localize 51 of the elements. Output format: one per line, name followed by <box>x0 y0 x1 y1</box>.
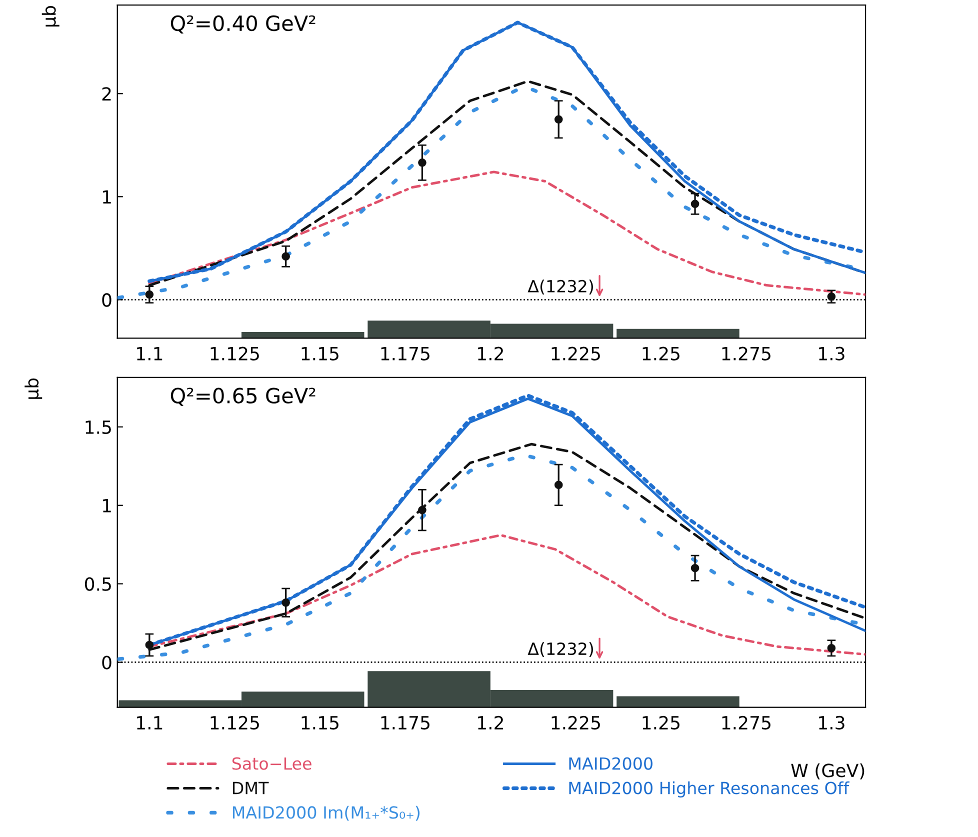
legend-label: MAID2000 Im(M₁₊*S₀₊) <box>232 806 420 821</box>
x-tick-label: 1.1 <box>137 347 162 360</box>
point <box>554 115 563 124</box>
x-tick-label: 1.275 <box>722 716 770 730</box>
annotation: Q²=0.40 GeV² <box>170 15 316 34</box>
y-tick-label: 1 <box>102 190 111 204</box>
y-tick-label: 0.5 <box>84 577 111 591</box>
annotation: Δ(1232) <box>528 280 593 294</box>
x-tick-label: 1.2 <box>478 716 503 730</box>
point <box>418 506 426 514</box>
point <box>145 640 154 650</box>
x-tick-label: 1.3 <box>819 346 844 360</box>
legend-label: DMT <box>232 782 269 794</box>
x-tick-label: 1.125 <box>210 716 259 730</box>
point <box>418 158 426 167</box>
x-tick-label: 1.125 <box>210 346 259 360</box>
legend-label: MAID2000 <box>569 757 652 770</box>
point <box>282 598 290 607</box>
x-tick-label: 1.175 <box>381 716 430 730</box>
y-axis-title: μb <box>24 378 42 399</box>
point <box>827 644 836 652</box>
x-tick-label: 1.15 <box>302 716 338 730</box>
bar <box>616 696 740 708</box>
y-axis-title: μb <box>42 6 60 26</box>
y-tick-label: 0 <box>102 656 112 670</box>
x-tick-label: 1.25 <box>642 346 680 360</box>
y-tick-label: 1 <box>102 499 111 512</box>
point <box>554 480 563 490</box>
line-series <box>148 170 866 296</box>
legend-label: Sato−Lee <box>232 757 312 770</box>
x-tick-label: 1.15 <box>302 347 338 360</box>
x-axis-title: W (GeV) <box>791 763 864 780</box>
point <box>827 292 836 301</box>
point <box>690 564 700 572</box>
legend-label: MAID2000 Higher Resonances Off <box>569 781 850 798</box>
point <box>282 252 290 261</box>
x-tick-label: 1.3 <box>819 716 844 730</box>
point <box>145 290 154 299</box>
point <box>690 200 700 208</box>
x-tick-label: 1.175 <box>381 347 430 360</box>
x-tick-label: 1.2 <box>478 346 503 360</box>
x-tick-label: 1.1 <box>137 716 162 730</box>
annotation: Q²=0.65 GeV² <box>170 388 316 406</box>
x-tick-label: 1.225 <box>552 716 600 730</box>
x-tick-label: 1.225 <box>552 346 600 360</box>
y-tick-label: 2 <box>102 87 111 100</box>
x-tick-label: 1.275 <box>722 346 770 360</box>
annotation: Δ(1232) <box>528 642 593 658</box>
x-tick-label: 1.25 <box>642 716 680 730</box>
y-tick-label: 0 <box>102 293 112 307</box>
y-tick-label: 1.5 <box>86 420 111 434</box>
